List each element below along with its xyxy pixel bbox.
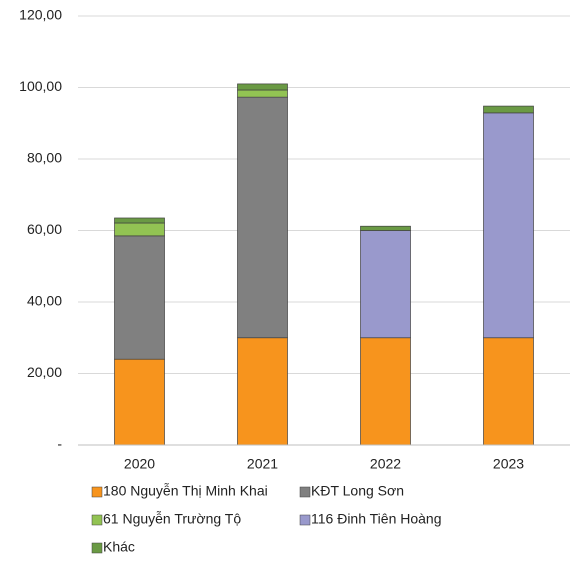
bar-segment [114, 358, 165, 446]
legend-label: Khác [103, 539, 135, 555]
bar-segment [114, 222, 165, 237]
x-tick-label: 2020 [124, 456, 155, 472]
y-tick-label: 100,00 [19, 78, 62, 94]
bar-segment [114, 235, 165, 360]
x-tick-label: 2022 [370, 456, 401, 472]
bar-segment [237, 89, 288, 98]
legend-label: KĐT Long Sơn [311, 483, 404, 499]
y-tick-label: 120,00 [19, 7, 62, 23]
y-tick-label: 60,00 [27, 221, 62, 237]
bar-segment [360, 337, 411, 446]
y-tick-label: 20,00 [27, 364, 62, 380]
bar-segment [483, 105, 534, 114]
legend-label: 180 Nguyễn Thị Minh Khai [103, 483, 268, 499]
bar-segment [360, 225, 411, 231]
y-tick-label: 80,00 [27, 150, 62, 166]
bar-segment [237, 83, 288, 91]
bar-segment [237, 337, 288, 446]
bar-segment [114, 217, 165, 224]
bar-segment [237, 96, 288, 339]
legend-swatch [299, 486, 311, 498]
y-tick-label: - [57, 436, 62, 452]
legend-swatch [91, 542, 103, 554]
bar-segment [483, 337, 534, 446]
legend-swatch [299, 514, 311, 526]
bar-segment [360, 230, 411, 339]
x-tick-label: 2023 [493, 456, 524, 472]
y-tick-label: 40,00 [27, 293, 62, 309]
legend-label: 116 Đinh Tiên Hoàng [311, 511, 442, 527]
legend-swatch [91, 486, 103, 498]
bar-segment [483, 112, 534, 339]
legend-swatch [91, 514, 103, 526]
legend-label: 61 Nguyễn Trường Tộ [103, 511, 241, 527]
x-tick-label: 2021 [247, 456, 278, 472]
